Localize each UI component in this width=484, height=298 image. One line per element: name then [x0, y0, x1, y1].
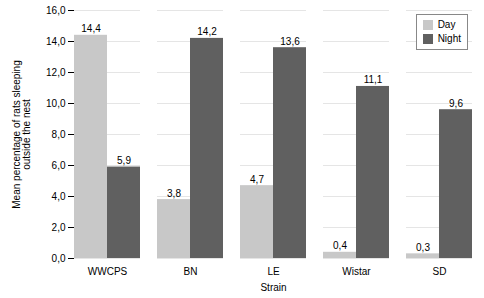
svg-text:12,0: 12,0 — [46, 67, 66, 78]
svg-text:Wistar: Wistar — [342, 266, 371, 277]
svg-text:8,0: 8,0 — [52, 129, 66, 140]
html-text:Night: Night — [437, 33, 461, 44]
svg-text:BN: BN — [184, 266, 198, 277]
html-text:Day: Day — [437, 19, 456, 30]
svg-text:5,9: 5,9 — [117, 155, 131, 166]
svg-text:14,2: 14,2 — [197, 26, 217, 37]
svg-text:4,7: 4,7 — [250, 174, 264, 185]
svg-text:9,6: 9,6 — [449, 98, 463, 109]
svg-text:10,0: 10,0 — [46, 98, 66, 109]
svg-text:SD: SD — [433, 266, 447, 277]
svg-text:16,0: 16,0 — [46, 5, 66, 16]
svg-text:LE: LE — [267, 266, 280, 277]
svg-text:2,0: 2,0 — [52, 222, 66, 233]
svg-text:0,3: 0,3 — [416, 242, 430, 253]
svg-text:WWCPS: WWCPS — [88, 266, 128, 277]
svg-text:Mean percentage of rats sleepi: Mean percentage of rats sleepingoutside … — [11, 60, 32, 208]
svg-text:0,4: 0,4 — [333, 240, 347, 251]
svg-text:Strain: Strain — [260, 282, 286, 293]
svg-text:6,0: 6,0 — [52, 160, 66, 171]
svg-text:4,0: 4,0 — [52, 191, 66, 202]
svg-text:11,1: 11,1 — [364, 74, 383, 85]
svg-text:13,6: 13,6 — [280, 36, 300, 47]
svg-text:3,8: 3,8 — [167, 188, 181, 199]
svg-text:14,4: 14,4 — [81, 23, 101, 34]
svg-text:0,0: 0,0 — [52, 253, 66, 264]
svg-text:14,0: 14,0 — [46, 36, 66, 47]
